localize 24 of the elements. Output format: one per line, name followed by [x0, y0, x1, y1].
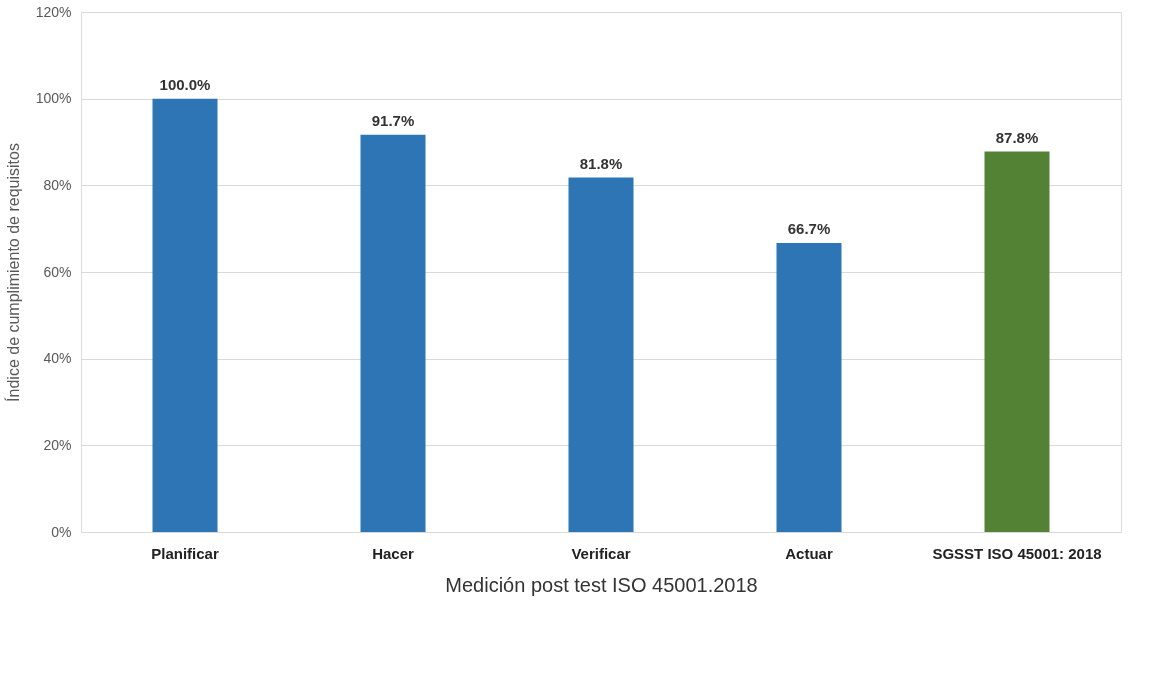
bar: [360, 134, 426, 532]
x-tick-label: Verificar: [571, 544, 631, 562]
x-axis-title: Medición post test ISO 45001.2018: [445, 573, 758, 596]
y-tick-label: 120%: [35, 3, 72, 20]
data-label: 66.7%: [787, 219, 831, 237]
x-tick-label: SGSST ISO 45001: 2018: [932, 544, 1102, 562]
bar: [776, 242, 842, 532]
data-label: 81.8%: [579, 154, 623, 172]
y-axis-title: Índice de cumplimiento de requisitos: [3, 143, 22, 402]
x-tick-label: Hacer: [372, 544, 415, 562]
data-label: 87.8%: [995, 128, 1039, 146]
x-tick-label: Actuar: [785, 544, 833, 562]
y-tick-label: 40%: [43, 350, 72, 367]
y-tick-label: 80%: [43, 176, 72, 193]
y-tick-label: 60%: [43, 263, 72, 280]
y-tick-label: 100%: [35, 90, 72, 107]
x-tick-label: Planificar: [151, 544, 219, 562]
y-tick-label: 0%: [51, 523, 72, 540]
bar: [152, 98, 218, 532]
bar: [984, 151, 1050, 532]
data-label: 91.7%: [371, 111, 415, 129]
data-label: 100.0%: [159, 75, 211, 93]
y-tick-label: 20%: [43, 436, 72, 453]
bar: [568, 177, 634, 532]
